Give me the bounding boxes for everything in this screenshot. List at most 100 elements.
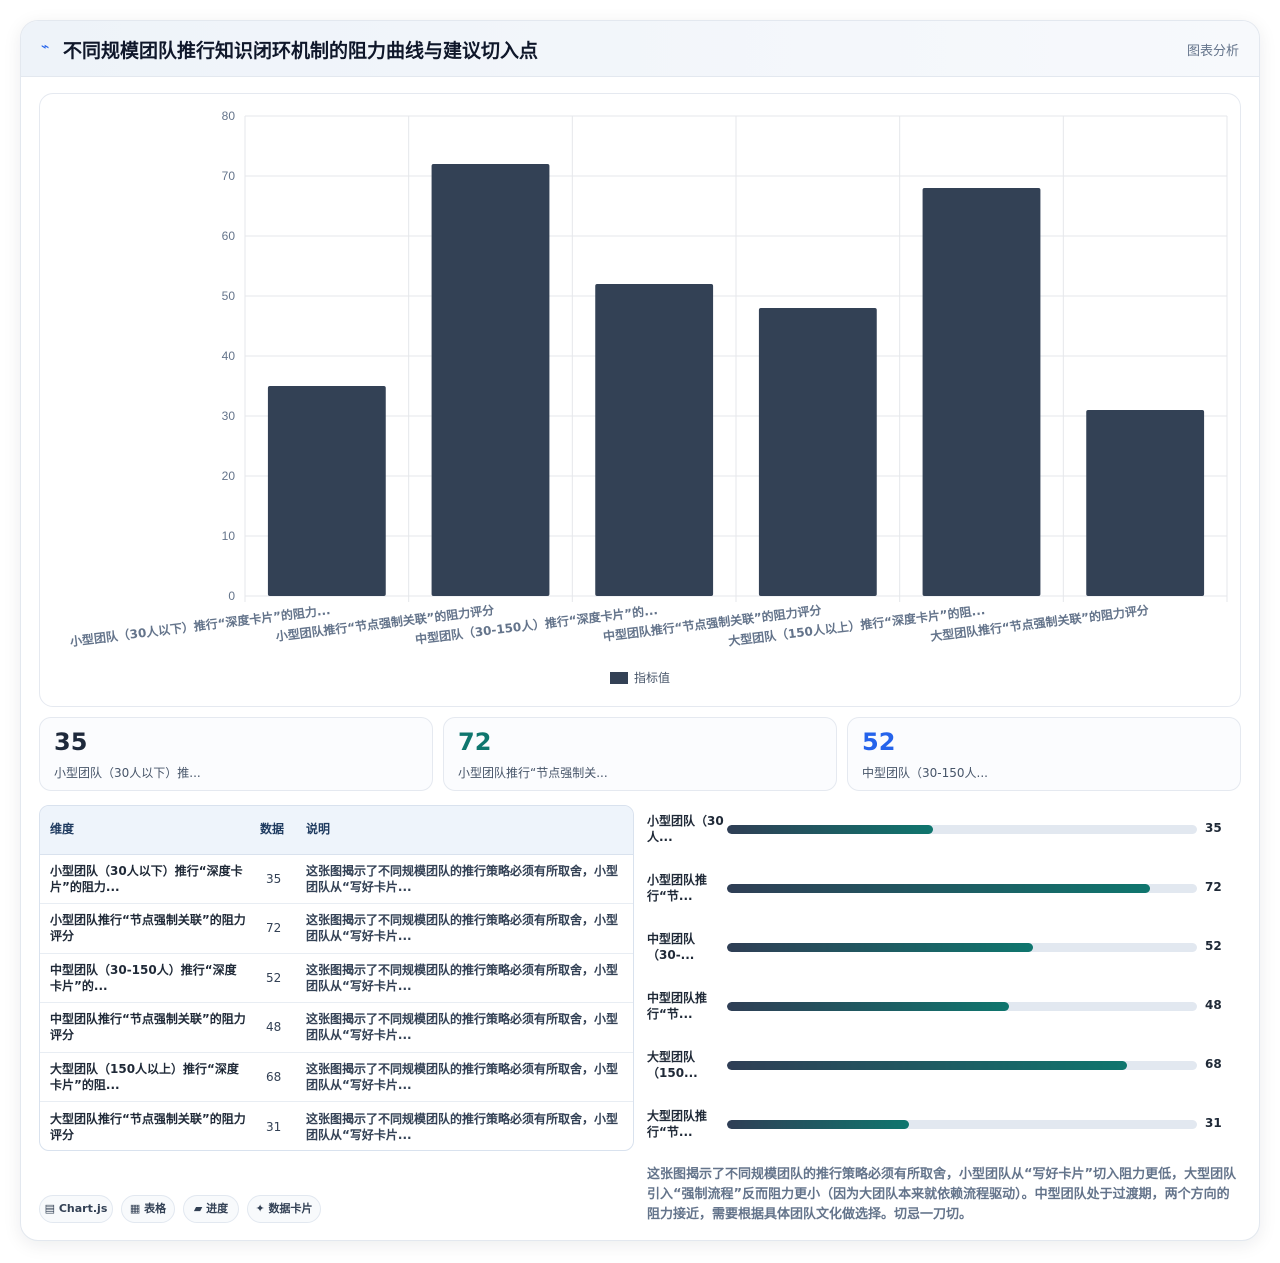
progress-track (727, 943, 1197, 952)
tag-table[interactable]: ▦ 表格 (121, 1195, 175, 1223)
y-tick-label: 30 (222, 409, 236, 423)
cell-dimension: 大型团队（150人以上）推行“深度卡片”的阻... (40, 1052, 256, 1102)
table-row: 中型团队（30-150人）推行“深度卡片”的... 52 这张图揭示了不同规模团… (40, 953, 633, 1003)
chart-icon: ▤ (44, 1202, 56, 1215)
column-header-desc: 说明 (296, 806, 633, 855)
bar (595, 284, 714, 596)
tag-label: 表格 (144, 1202, 167, 1215)
stat-label: 中型团队（30-150人... (862, 766, 988, 780)
y-tick-label: 40 (222, 349, 236, 363)
table-header-row: 维度 数据 说明 (40, 806, 633, 855)
column-header-data: 数据 (256, 806, 296, 855)
chart-analysis-link[interactable]: 图表分析 (1186, 44, 1239, 59)
cell-value: 48 (256, 1002, 296, 1053)
cell-value: 72 (256, 903, 296, 954)
tag-progress[interactable]: ▰ 进度 (183, 1195, 239, 1223)
y-tick-label: 70 (222, 169, 236, 183)
tag-label: 数据卡片 (268, 1202, 313, 1215)
progress-label: 中型团队（30-... (647, 932, 696, 962)
cell-dimension: 中型团队推行“节点强制关联”的阻力评分 (40, 1002, 256, 1053)
cell-desc: 这张图揭示了不同规模团队的推行策略必须有所取舍，小型团队从“写好卡片... (296, 854, 633, 904)
progress-label: 大型团队推行“节... (647, 1109, 708, 1139)
column-header-dimension: 维度 (40, 806, 256, 855)
bar (431, 164, 550, 596)
progress-track (727, 884, 1197, 893)
y-tick-label: 50 (222, 289, 236, 303)
cell-desc: 这张图揭示了不同规模团队的推行策略必须有所取舍，小型团队从“写好卡片... (296, 903, 633, 954)
progress-value: 31 (1205, 1116, 1222, 1130)
progress-fill (727, 1120, 910, 1129)
y-tick-label: 20 (222, 469, 236, 483)
stat-label: 小型团队推行“节点强制关... (458, 766, 608, 780)
table-row: 小型团队推行“节点强制关联”的阻力评分 72 这张图揭示了不同规模团队的推行策略… (40, 903, 633, 954)
tag-label: 进度 (206, 1202, 229, 1215)
tag-data-card[interactable]: ✦ 数据卡片 (247, 1195, 321, 1223)
cell-value: 52 (256, 953, 296, 1003)
cell-desc: 这张图揭示了不同规模团队的推行策略必须有所取舍，小型团队从“写好卡片... (296, 953, 633, 1003)
table-icon: ▦ (129, 1202, 141, 1215)
progress-row: 大型团队推行“节... 31 (647, 1108, 1241, 1148)
stat-card-3: 52 中型团队（30-150人... (847, 717, 1241, 791)
cell-dimension: 小型团队推行“节点强制关联”的阻力评分 (40, 903, 256, 954)
cell-dimension: 中型团队（30-150人）推行“深度卡片”的... (40, 953, 256, 1003)
stat-value: 52 (862, 728, 896, 756)
legend-label: 指标值 (634, 670, 670, 685)
progress-value: 35 (1205, 821, 1222, 835)
chart-panel: 0 10 20 30 40 50 60 70 80 小型团队（30人以下）推行“深度卡片”的阻力.… (39, 93, 1241, 707)
tag-label: Chart.js (58, 1202, 108, 1215)
bar (1086, 410, 1205, 596)
table-row: 大型团队（150人以上）推行“深度卡片”的阻... 68 这张图揭示了不同规模团… (40, 1052, 633, 1102)
summary-text: 这张图揭示了不同规模团队的推行策略必须有所取舍，小型团队从“写好卡片”切入阻力更… (647, 1167, 1237, 1222)
table-row: 大型团队推行“节点强制关联”的阻力评分 31 这张图揭示了不同规模团队的推行策略… (40, 1102, 633, 1151)
cell-desc: 这张图揭示了不同规模团队的推行策略必须有所取舍，小型团队从“写好卡片... (296, 1002, 633, 1053)
y-tick-label: 0 (228, 589, 235, 603)
pulse-icon: ⌁ (41, 39, 50, 55)
progress-fill (727, 884, 1150, 893)
progress-row: 大型团队（150... 68 (647, 1049, 1241, 1089)
progress-track (727, 1002, 1197, 1011)
progress-row: 中型团队（30-... 52 (647, 931, 1241, 971)
table-row: 中型团队推行“节点强制关联”的阻力评分 48 这张图揭示了不同规模团队的推行策略… (40, 1002, 633, 1053)
y-tick-label: 60 (222, 229, 236, 243)
tag-chartjs[interactable]: ▤ Chart.js (39, 1195, 113, 1223)
progress-label: 小型团队（30人... (647, 814, 724, 844)
y-tick-label: 10 (222, 529, 236, 543)
progress-track (727, 825, 1197, 834)
progress-row: 小型团队（30人... 35 (647, 813, 1241, 853)
legend-swatch (610, 672, 628, 684)
x-tick-label: 小型团队（30人以下）推行“深度卡片”的阻力... (69, 602, 331, 649)
stat-card-2: 72 小型团队推行“节点强制关... (443, 717, 837, 791)
stat-value: 72 (458, 728, 492, 756)
progress-row: 小型团队推行“节... 72 (647, 872, 1241, 912)
cell-value: 35 (256, 854, 296, 904)
progress-label: 中型团队推行“节... (647, 991, 708, 1021)
cell-value: 68 (256, 1052, 296, 1102)
progress-value: 68 (1205, 1057, 1222, 1071)
progress-row: 中型团队推行“节... 48 (647, 990, 1241, 1030)
table-row: 小型团队（30人以下）推行“深度卡片”的阻力... 35 这张图揭示了不同规模团… (40, 854, 633, 904)
stat-card-1: 35 小型团队（30人以下）推... (39, 717, 433, 791)
progress-fill (727, 943, 1033, 952)
stat-value: 35 (54, 728, 88, 756)
report-card: ⌁ 不同规模团队推行知识闭环机制的阻力曲线与建议切入点 图表分析 0 10 20 30… (20, 20, 1260, 1241)
progress-value: 72 (1205, 880, 1222, 894)
progress-value: 52 (1205, 939, 1222, 953)
sparkle-icon: ✦ (255, 1202, 265, 1215)
header: ⌁ 不同规模团队推行知识闭环机制的阻力曲线与建议切入点 图表分析 (21, 21, 1259, 77)
progress-track (727, 1061, 1197, 1070)
progress-track (727, 1120, 1197, 1129)
progress-label: 小型团队推行“节... (647, 873, 708, 903)
cell-value: 31 (266, 1119, 282, 1134)
stat-label: 小型团队（30人以下）推... (54, 766, 201, 780)
progress-value: 48 (1205, 998, 1222, 1012)
progress-fill (727, 1002, 1009, 1011)
bar (758, 308, 877, 596)
progress-label: 大型团队（150... (647, 1050, 698, 1080)
cell-dimension: 大型团队推行“节点强制关联”的阻力评分 (50, 1111, 246, 1142)
cell-desc: 这张图揭示了不同规模团队的推行策略必须有所取舍，小型团队从“写好卡片... (306, 1111, 619, 1142)
progress-fill (727, 825, 933, 834)
progress-icon: ▰ (193, 1202, 203, 1215)
data-table: 维度 数据 说明 小型团队（30人以下）推行“深度卡片”的阻力... 35 这张… (39, 805, 634, 1151)
page-title: 不同规模团队推行知识闭环机制的阻力曲线与建议切入点 (63, 40, 539, 62)
bar (922, 188, 1041, 596)
